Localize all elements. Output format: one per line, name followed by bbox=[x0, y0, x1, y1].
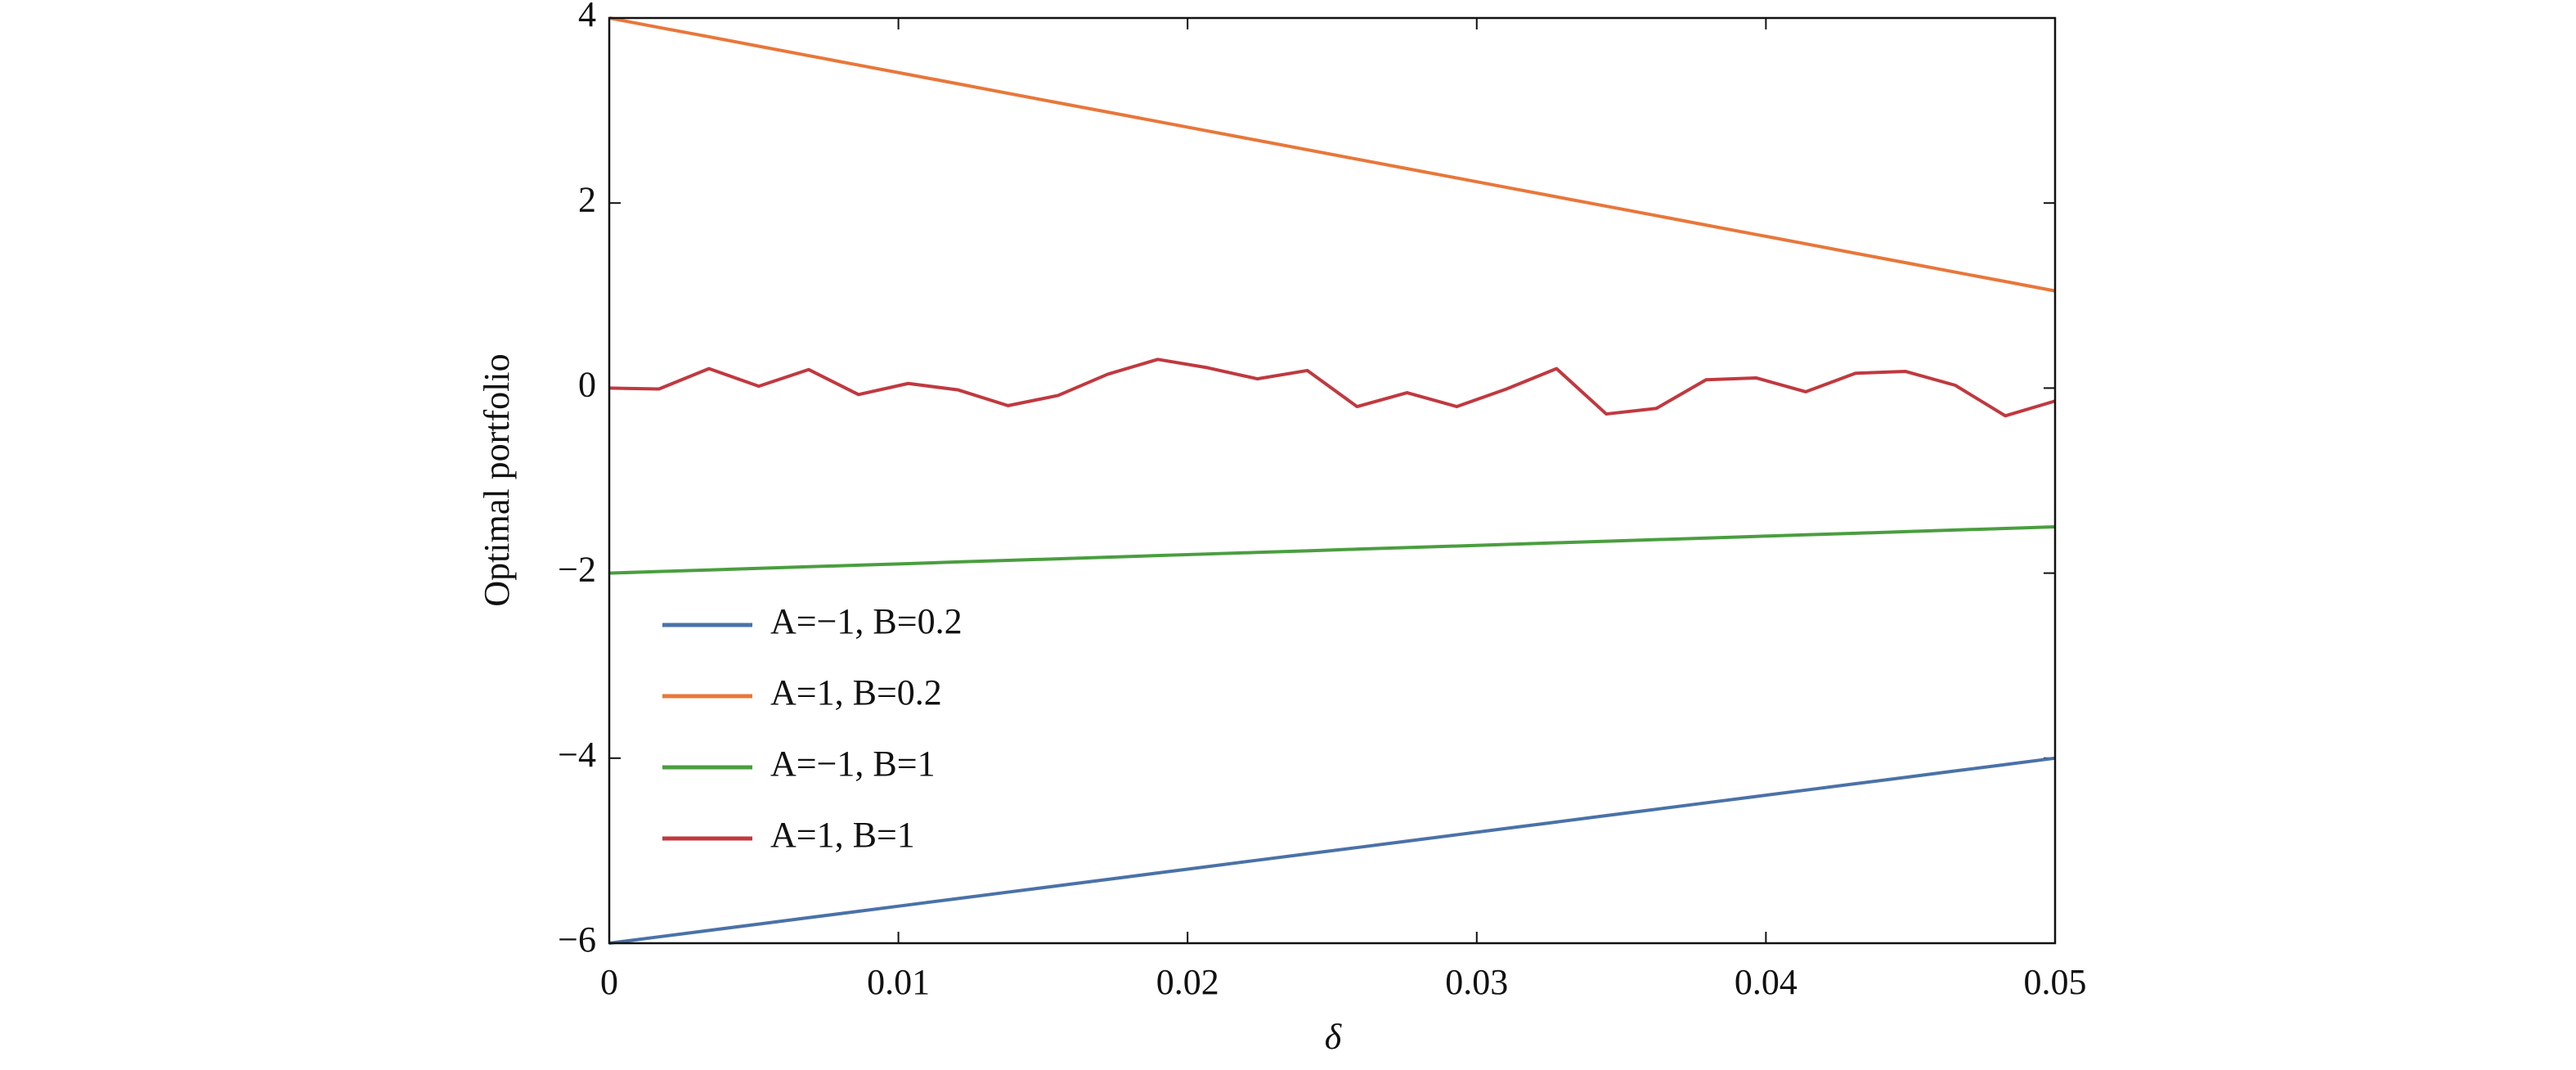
series-line bbox=[608, 756, 2056, 945]
y-axis-label: Optimal portfolio bbox=[477, 353, 517, 606]
y-tick-label: −6 bbox=[558, 919, 596, 960]
legend-label: A=1, B=1 bbox=[770, 815, 915, 855]
y-tick-label: −2 bbox=[558, 550, 596, 590]
x-tick-label: 0 bbox=[600, 962, 618, 1002]
legend-label: A=−1, B=0.2 bbox=[770, 601, 963, 641]
x-tick-label: 0.04 bbox=[1735, 962, 1797, 1002]
legend-label: A=1, B=0.2 bbox=[770, 672, 942, 713]
y-tick-label: 4 bbox=[578, 0, 596, 34]
y-tick-label: 2 bbox=[578, 179, 596, 219]
plot-frame bbox=[608, 16, 2057, 945]
y-tick-label: −4 bbox=[558, 735, 596, 775]
x-tick-label: 0.03 bbox=[1445, 962, 1508, 1002]
series-line bbox=[608, 357, 2056, 418]
x-tick-label: 0.01 bbox=[867, 962, 930, 1002]
x-tick-label: 0.02 bbox=[1156, 962, 1219, 1002]
x-tick-label: 0.05 bbox=[2024, 962, 2087, 1002]
x-axis-label: δ bbox=[1325, 1017, 1343, 1057]
y-tick-label: 0 bbox=[578, 364, 596, 404]
legend-label: A=−1, B=1 bbox=[770, 744, 936, 784]
series-line bbox=[608, 16, 2056, 293]
series-line bbox=[608, 525, 2056, 575]
